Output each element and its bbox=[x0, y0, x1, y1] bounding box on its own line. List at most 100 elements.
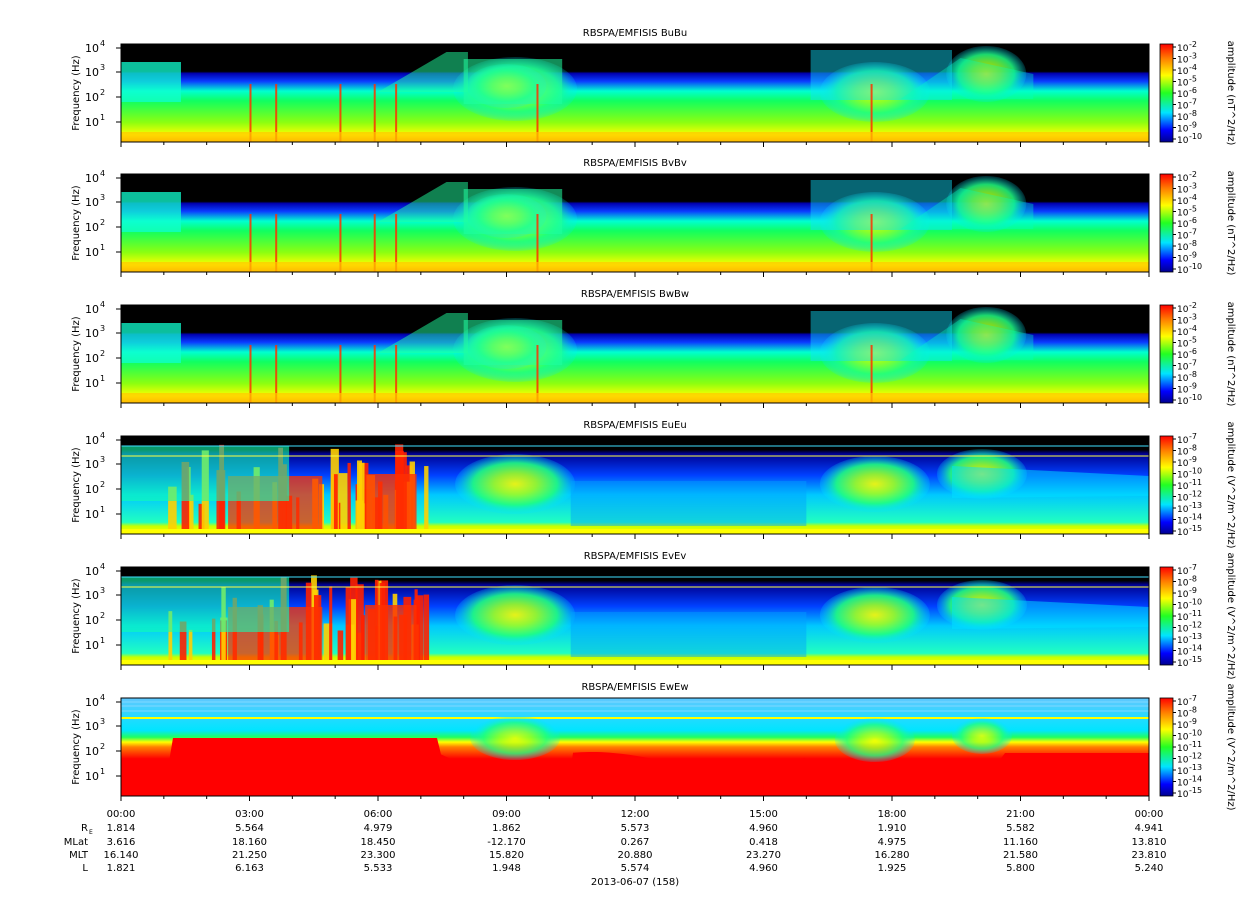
impulse-line bbox=[373, 214, 376, 272]
colorbar-tick-base: 10 bbox=[1177, 494, 1189, 504]
y-tick-exponent: 3 bbox=[100, 324, 105, 333]
impulse-line bbox=[536, 84, 539, 142]
colorbar-tick-exponent: -15 bbox=[1189, 655, 1202, 664]
colorbar-tick-exponent: -11 bbox=[1189, 478, 1202, 487]
colorbar-tick-base: 10 bbox=[1177, 590, 1189, 600]
colorbar-tick-base: 10 bbox=[1177, 710, 1189, 720]
y-tick-label: 10 bbox=[85, 565, 99, 578]
y-tick-exponent: 4 bbox=[100, 39, 105, 48]
y-tick-exponent: 3 bbox=[100, 717, 105, 726]
burst-column bbox=[347, 462, 351, 534]
ephemeris-value: 23.810 bbox=[1132, 850, 1167, 861]
x-tick-label: 03:00 bbox=[235, 809, 264, 820]
colorbar-tick-exponent: -11 bbox=[1189, 609, 1202, 618]
y-tick-label: 10 bbox=[85, 377, 99, 390]
colorbar-tick-exponent: -5 bbox=[1189, 336, 1197, 345]
spectrogram-image bbox=[121, 44, 1149, 142]
y-axis-label: Frequency (Hz) bbox=[71, 709, 82, 785]
x-tick-label: 12:00 bbox=[621, 809, 650, 820]
colorbar-tick-exponent: -7 bbox=[1189, 228, 1197, 237]
colorbar-tick-exponent: -10 bbox=[1189, 729, 1202, 738]
colorbar-tick-base: 10 bbox=[1177, 220, 1189, 230]
colorbar-tick-base: 10 bbox=[1177, 567, 1189, 577]
impulse-line bbox=[339, 84, 342, 142]
y-tick-label: 10 bbox=[85, 589, 99, 602]
colorbar-tick-base: 10 bbox=[1177, 528, 1189, 538]
y-tick-exponent: 2 bbox=[100, 480, 105, 489]
ephemeris-value: 21.250 bbox=[232, 850, 267, 861]
colorbar-tick-exponent: -8 bbox=[1189, 109, 1197, 118]
y-tick-exponent: 1 bbox=[100, 505, 105, 514]
colorbar-tick-exponent: -8 bbox=[1189, 575, 1197, 584]
ephemeris-value: 3.616 bbox=[107, 837, 136, 848]
colorbar-tick-exponent: -4 bbox=[1189, 193, 1197, 202]
colorbar-tick-base: 10 bbox=[1177, 459, 1189, 469]
y-tick-label: 10 bbox=[85, 172, 99, 185]
y-tick-exponent: 1 bbox=[100, 374, 105, 383]
emission-band bbox=[121, 62, 181, 102]
colorbar-tick-exponent: -10 bbox=[1189, 393, 1202, 402]
colorbar-tick-exponent: -6 bbox=[1189, 216, 1197, 225]
y-tick-label: 10 bbox=[85, 66, 99, 79]
impulse-line bbox=[275, 345, 278, 403]
ephemeris-value: 0.267 bbox=[621, 837, 650, 848]
ephemeris-value: 15.820 bbox=[489, 850, 524, 861]
colorbar-tick-base: 10 bbox=[1177, 613, 1189, 623]
colorbar-tick-base: 10 bbox=[1177, 767, 1189, 777]
impulse-line bbox=[395, 345, 398, 403]
emission-band bbox=[810, 180, 952, 230]
ephemeris-value: 1.948 bbox=[492, 863, 521, 874]
ephemeris-value: 1.925 bbox=[878, 863, 907, 874]
panel-title: RBSPA/EMFISIS BuBu bbox=[583, 28, 687, 39]
low-freq-floor bbox=[121, 132, 1149, 142]
impulse-line bbox=[275, 84, 278, 142]
colorbar-tick-exponent: -10 bbox=[1189, 467, 1202, 476]
colorbar-tick-exponent: -7 bbox=[1189, 359, 1197, 368]
colorbar-tick-base: 10 bbox=[1177, 471, 1189, 481]
y-tick-label: 10 bbox=[85, 42, 99, 55]
colorbar-tick-base: 10 bbox=[1177, 125, 1189, 135]
colorbar-tick-base: 10 bbox=[1177, 232, 1189, 242]
emission-band bbox=[463, 320, 563, 365]
y-tick-exponent: 1 bbox=[100, 767, 105, 776]
burst-column bbox=[168, 486, 177, 534]
colorbar-tick-exponent: -2 bbox=[1189, 170, 1197, 179]
colorbar-tick-base: 10 bbox=[1177, 482, 1189, 492]
colorbar-tick-exponent: -13 bbox=[1189, 763, 1202, 772]
colorbar-tick-base: 10 bbox=[1177, 636, 1189, 646]
spectrogram-image bbox=[121, 567, 1149, 665]
colorbar-tick-exponent: -9 bbox=[1189, 586, 1197, 595]
low-freq-floor bbox=[121, 262, 1149, 272]
colorbar-tick-base: 10 bbox=[1177, 448, 1189, 458]
colorbar-tick-base: 10 bbox=[1177, 374, 1189, 384]
emission-band bbox=[900, 188, 1034, 229]
y-tick-exponent: 2 bbox=[100, 218, 105, 227]
y-tick-exponent: 1 bbox=[100, 636, 105, 645]
colorbar-tick-base: 10 bbox=[1177, 328, 1189, 338]
ephemeris-value: 13.810 bbox=[1132, 837, 1167, 848]
x-tick-label: 00:00 bbox=[107, 809, 136, 820]
colorbar bbox=[1159, 435, 1174, 535]
ephemeris-label: MLat bbox=[64, 837, 88, 848]
y-tick-exponent: 4 bbox=[100, 300, 105, 309]
colorbar-tick-base: 10 bbox=[1177, 255, 1189, 265]
colorbar-tick-base: 10 bbox=[1177, 351, 1189, 361]
colorbar-tick-base: 10 bbox=[1177, 102, 1189, 112]
panel-title: RBSPA/EMFISIS EwEw bbox=[581, 682, 688, 693]
y-tick-label: 10 bbox=[85, 696, 99, 709]
y-tick-label: 10 bbox=[85, 327, 99, 340]
colorbar-tick-exponent: -9 bbox=[1189, 717, 1197, 726]
impulse-line bbox=[249, 84, 252, 142]
y-axis-label: Frequency (Hz) bbox=[71, 578, 82, 654]
low-freq-floor bbox=[121, 393, 1149, 403]
colorbar-tick-exponent: -9 bbox=[1189, 382, 1197, 391]
date-label: 2013-06-07 (158) bbox=[591, 877, 679, 888]
colorbar-tick-exponent: -6 bbox=[1189, 86, 1197, 95]
colorbar-tick-base: 10 bbox=[1177, 44, 1189, 54]
y-tick-label: 10 bbox=[85, 196, 99, 209]
colorbar-tick-exponent: -4 bbox=[1189, 63, 1197, 72]
panel-title: RBSPA/EMFISIS EuEu bbox=[583, 420, 686, 431]
spectrogram-image bbox=[121, 174, 1149, 272]
colorbar-label: amplitude (V^2/m^2/Hz) bbox=[1225, 421, 1236, 548]
emission-band bbox=[951, 597, 1149, 629]
